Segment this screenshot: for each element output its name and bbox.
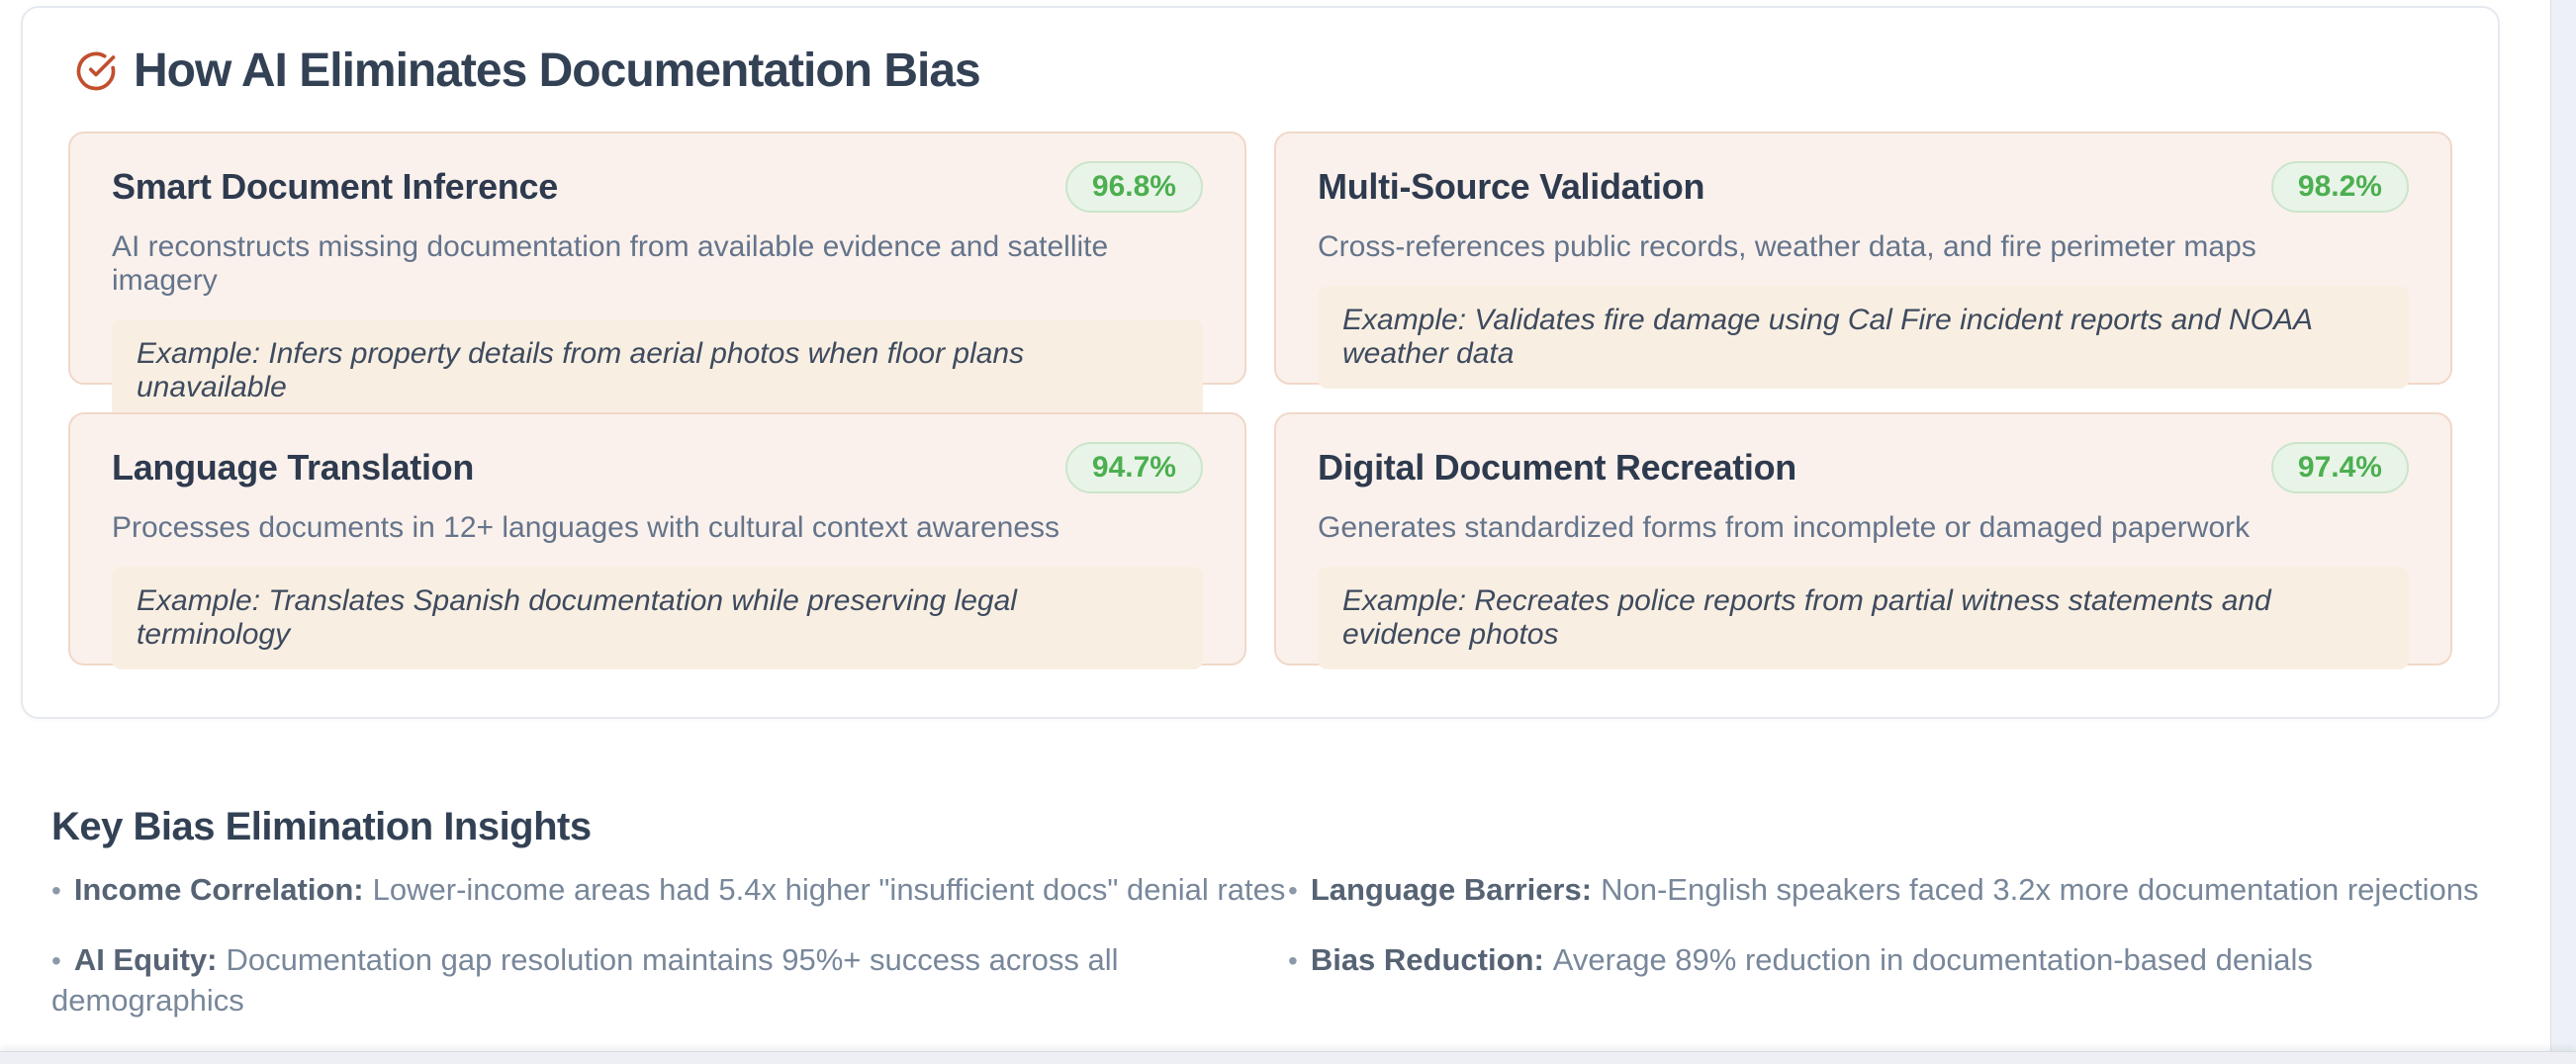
insight-label: AI Equity: xyxy=(73,942,218,977)
feature-card-multi-source-validation: Multi-Source Validation 98.2% Cross-refe… xyxy=(1274,132,2452,389)
bullet-icon: • xyxy=(1288,875,1298,906)
feature-card-smart-document-inference: Smart Document Inference 96.8% AI recons… xyxy=(68,132,1246,422)
insight-label: Language Barriers: xyxy=(1310,872,1593,907)
feature-description: Generates standardized forms from incomp… xyxy=(1318,511,2251,544)
insight-item-ai-equity: • AI Equity: Documentation gap resolution … xyxy=(51,940,1288,1020)
insight-item-bias-reduction: • Bias Reduction: Average 89% reduction in… xyxy=(1288,940,2495,1020)
feature-title: Smart Document Inference xyxy=(112,166,558,207)
page-gutter-bottom xyxy=(0,1051,2576,1064)
insight-label: Income Correlation: xyxy=(73,872,364,907)
feature-head: Smart Document Inference 96.8% xyxy=(112,161,1203,213)
page-gutter-right xyxy=(2550,0,2576,1051)
page-title: How AI Eliminates Documentation Bias xyxy=(134,44,981,97)
accuracy-badge: 94.7% xyxy=(1064,442,1203,493)
accuracy-badge: 98.2% xyxy=(2270,161,2409,213)
feature-card-digital-document-recreation: Digital Document Recreation 97.4% Genera… xyxy=(1274,412,2452,669)
insight-item-language-barriers: • Language Barriers: Non-English speakers … xyxy=(1288,870,2495,911)
insight-text: Average 89% reduction in documentation-b… xyxy=(1552,942,2313,977)
feature-description: Processes documents in 12+ languages wit… xyxy=(112,511,1060,544)
insight-item-income-correlation: • Income Correlation: Lower-income areas h… xyxy=(51,870,1288,911)
feature-description: AI reconstructs missing documentation fr… xyxy=(112,230,1109,297)
bullet-icon: • xyxy=(51,945,61,976)
feature-example: Example: Recreates police reports from p… xyxy=(1318,567,2409,669)
card-header: How AI Eliminates Documentation Bias xyxy=(23,8,2498,99)
circle-check-icon xyxy=(75,50,117,92)
feature-example: Example: Infers property details from ae… xyxy=(112,319,1203,422)
insight-text: Lower-income areas had 5.4x higher "insu… xyxy=(372,872,1286,907)
accuracy-badge: 96.8% xyxy=(1064,161,1203,213)
insights-grid: • Income Correlation: Lower-income areas h… xyxy=(51,870,2495,1020)
feature-title: Multi-Source Validation xyxy=(1318,166,1705,207)
bullet-icon: • xyxy=(1288,945,1298,976)
insights-section: Key Bias Elimination Insights • Income Co… xyxy=(51,803,2495,1020)
feature-card-language-translation: Language Translation 94.7% Processes doc… xyxy=(68,412,1246,669)
insight-label: Bias Reduction: xyxy=(1310,942,1544,977)
insight-text: Non-English speakers faced 3.2x more doc… xyxy=(1601,872,2479,907)
feature-head: Multi-Source Validation 98.2% xyxy=(1318,161,2409,213)
ai-bias-card: How AI Eliminates Documentation Bias Sma… xyxy=(21,6,2500,719)
feature-description: Cross-references public records, weather… xyxy=(1318,230,2256,263)
bullet-icon: • xyxy=(51,875,61,906)
feature-title: Language Translation xyxy=(112,447,475,488)
feature-example: Example: Translates Spanish documentatio… xyxy=(112,567,1203,669)
insights-heading: Key Bias Elimination Insights xyxy=(51,805,592,848)
feature-title: Digital Document Recreation xyxy=(1318,447,1796,488)
feature-example: Example: Validates fire damage using Cal… xyxy=(1318,286,2409,389)
features-grid: Smart Document Inference 96.8% AI recons… xyxy=(23,99,2498,669)
feature-head: Digital Document Recreation 97.4% xyxy=(1318,442,2409,493)
feature-head: Language Translation 94.7% xyxy=(112,442,1203,493)
accuracy-badge: 97.4% xyxy=(2270,442,2409,493)
insight-text: Documentation gap resolution maintains 9… xyxy=(51,942,1119,1018)
